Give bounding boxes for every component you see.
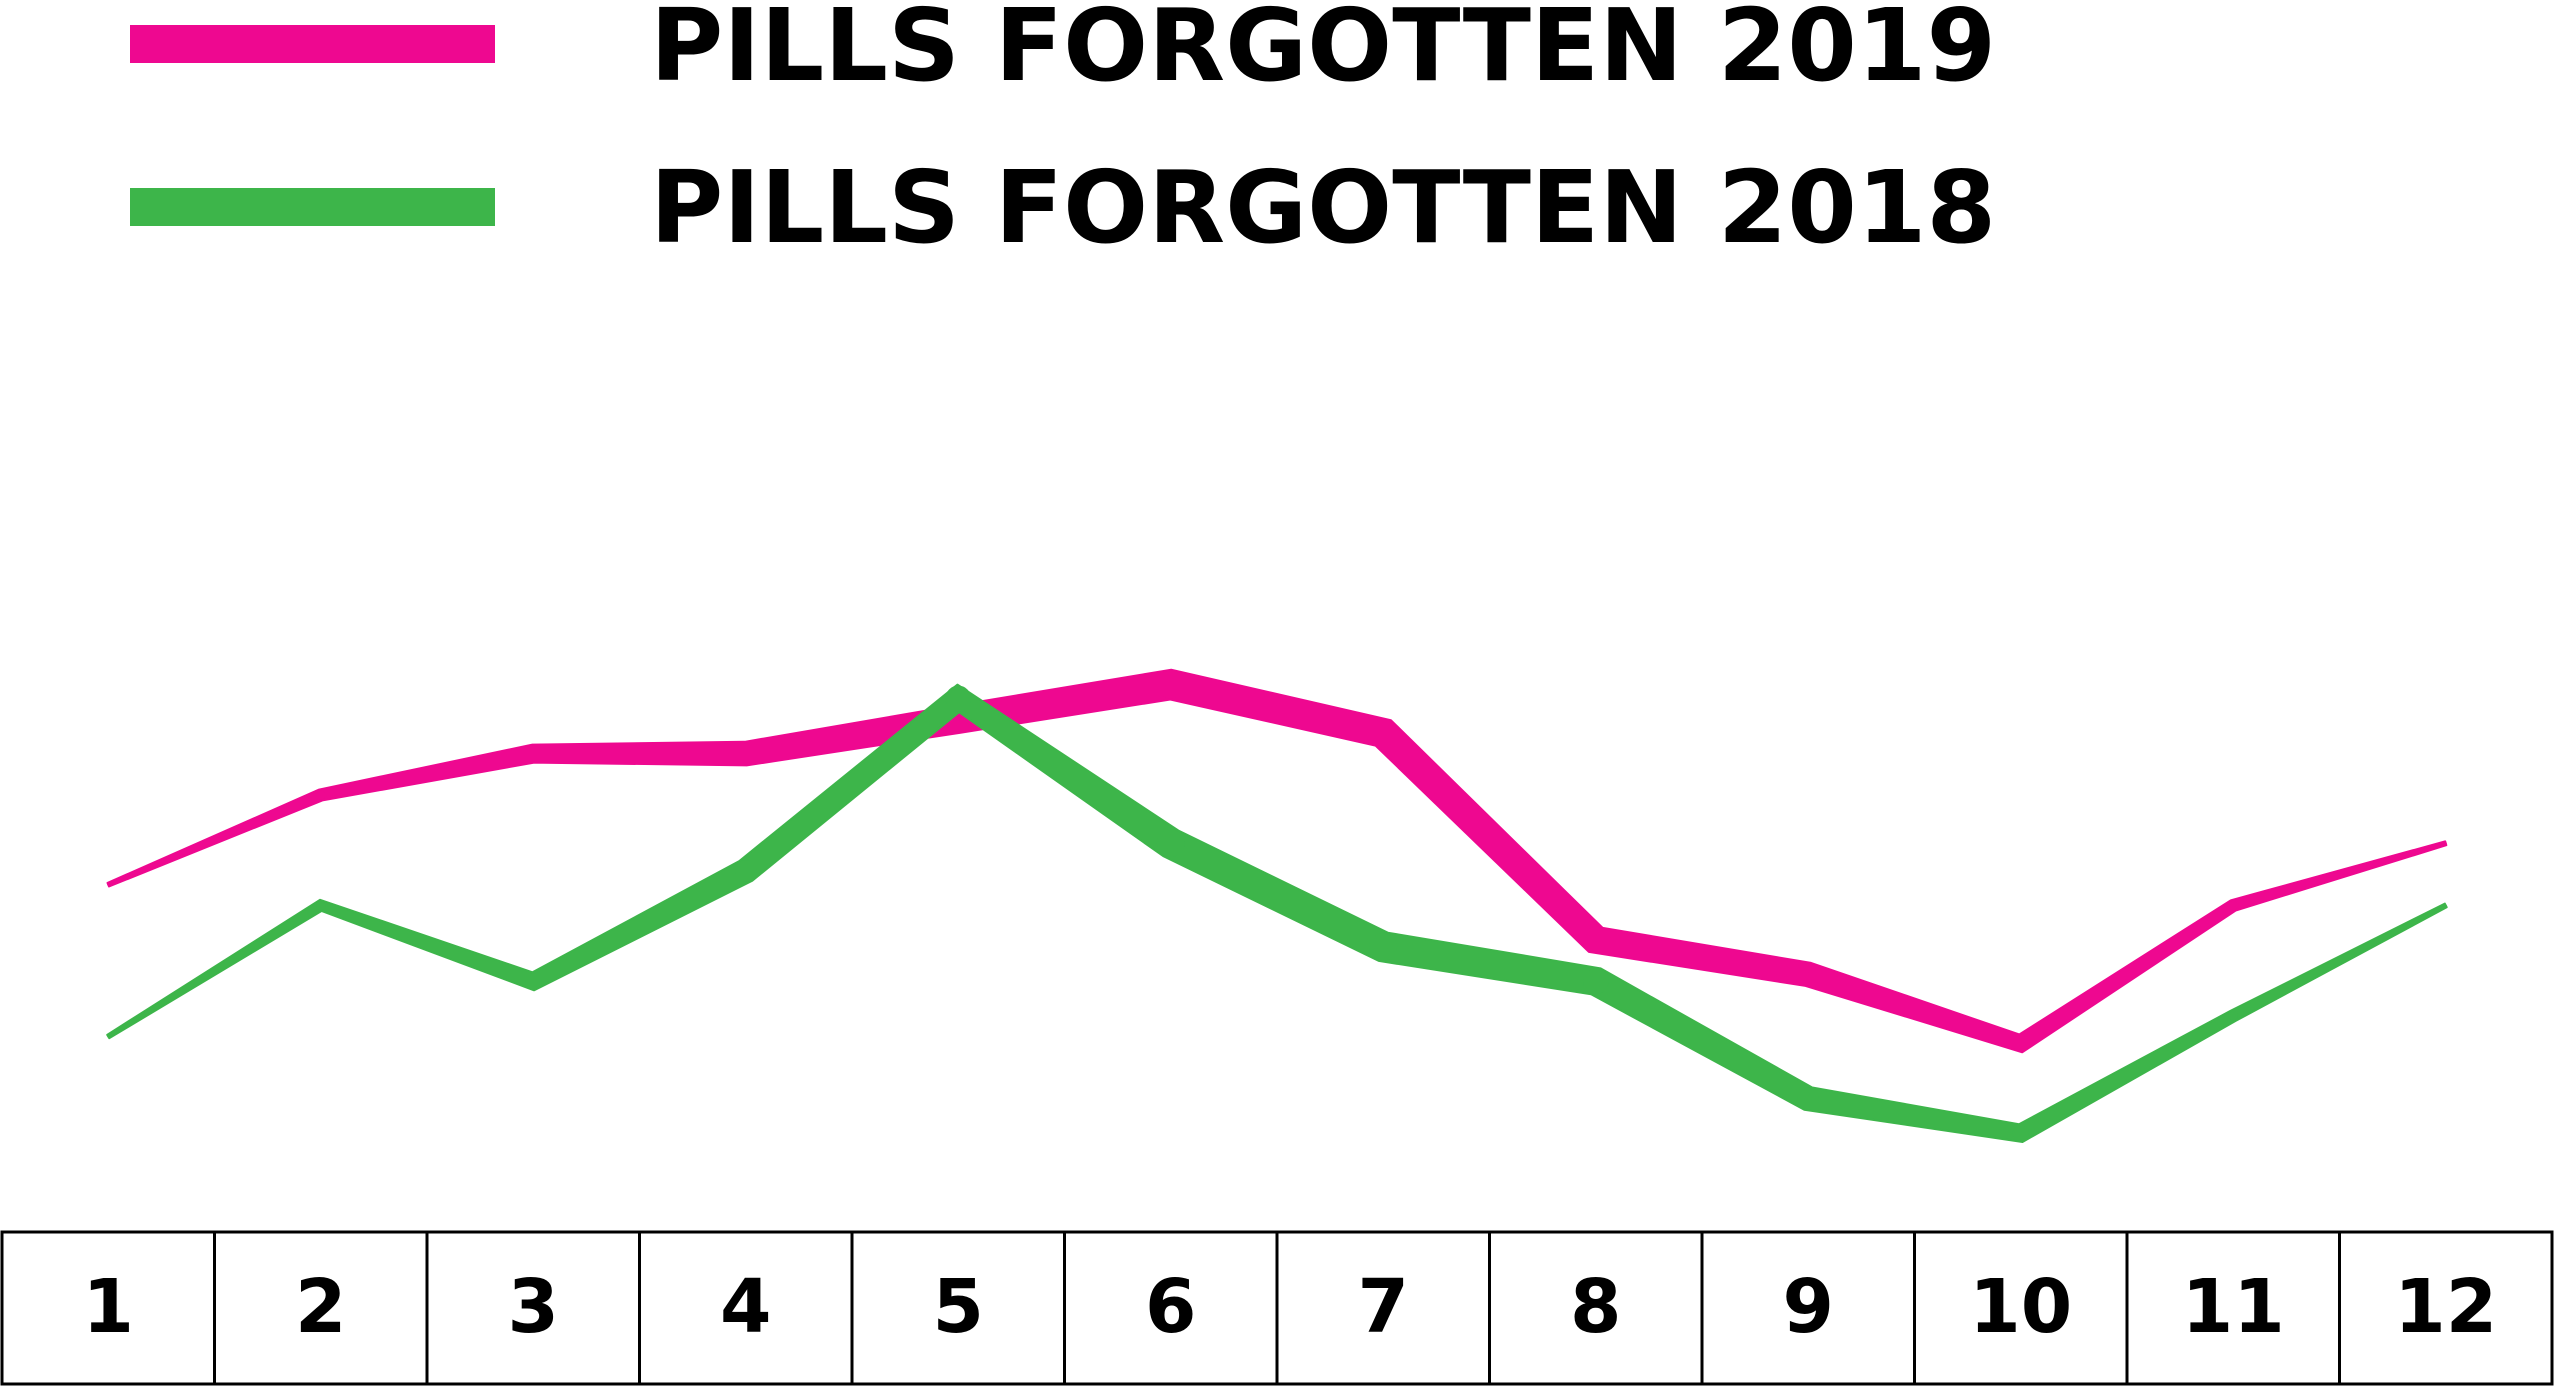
data-point — [1369, 932, 1398, 961]
data-point — [2228, 900, 2238, 911]
x-tick-label: 2 — [295, 1264, 347, 1350]
data-point — [1369, 719, 1398, 747]
data-point — [2444, 842, 2447, 845]
data-point — [525, 973, 542, 990]
data-point — [734, 742, 757, 765]
x-axis-cell — [850, 1230, 1066, 1386]
x-axis-cell — [213, 1230, 429, 1386]
data-point — [2228, 1011, 2238, 1021]
data-point — [316, 900, 326, 911]
x-tick-label: 11 — [2182, 1264, 2285, 1350]
data-point — [1156, 829, 1185, 858]
legend-label-2019: PILLS FORGOTTEN 2019 — [650, 0, 1996, 104]
x-axis-cell — [1488, 1230, 1704, 1386]
data-point — [316, 790, 326, 800]
x-axis-cell — [1063, 1230, 1279, 1386]
data-point — [1797, 1087, 1820, 1110]
data-point — [2012, 1125, 2029, 1142]
data-point — [107, 1035, 110, 1038]
data-point — [2444, 904, 2447, 907]
x-tick-label: 5 — [933, 1264, 985, 1350]
x-axis-cell — [2338, 1230, 2554, 1386]
x-axis: 1 2 3 4 5 6 7 8 9 10 11 12 — [0, 1230, 2554, 1386]
series-line-2018 — [106, 683, 2448, 1143]
x-axis-cell — [1275, 1230, 1491, 1386]
data-point — [734, 860, 757, 882]
legend-label-2018: PILLS FORGOTTEN 2018 — [650, 149, 1996, 266]
x-axis-cell — [1700, 1230, 1916, 1386]
x-axis-cell — [1913, 1230, 2129, 1386]
data-point — [1582, 927, 1609, 953]
legend-swatch-2019 — [130, 25, 495, 63]
legend: PILLS FORGOTTEN 2019 PILLS FORGOTTEN 201… — [130, 0, 1996, 266]
data-point — [525, 745, 542, 762]
data-point — [2012, 1035, 2029, 1052]
x-axis-cell — [2125, 1230, 2341, 1386]
x-tick-label: 9 — [1783, 1264, 1835, 1350]
x-tick-label: 3 — [508, 1264, 560, 1350]
data-point — [1582, 968, 1609, 995]
x-tick-label: 6 — [1145, 1264, 1197, 1350]
legend-swatch-2018 — [130, 188, 495, 226]
x-tick-label: 12 — [2394, 1264, 2497, 1350]
data-point — [945, 685, 972, 712]
data-point — [1156, 670, 1185, 699]
data-point — [1797, 963, 1820, 986]
x-tick-label: 1 — [83, 1264, 135, 1350]
x-tick-label: 8 — [1570, 1264, 1622, 1350]
data-point — [107, 883, 110, 886]
plot-area — [106, 668, 2448, 1143]
x-tick-label: 10 — [1969, 1264, 2072, 1350]
x-tick-label: 7 — [1358, 1264, 1410, 1350]
series-line-2019 — [106, 668, 2448, 1054]
x-tick-label: 4 — [720, 1264, 772, 1350]
